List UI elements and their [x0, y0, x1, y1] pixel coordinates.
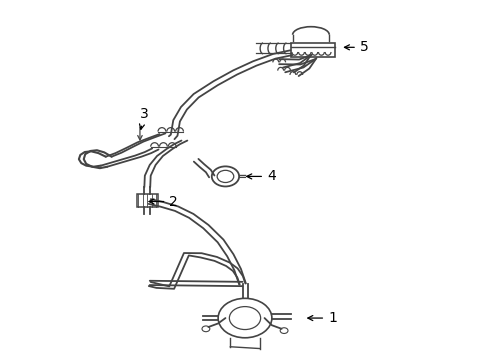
Bar — [137, 194, 158, 207]
Text: 1: 1 — [308, 311, 337, 325]
Text: 2: 2 — [149, 194, 178, 208]
Text: 5: 5 — [344, 40, 368, 54]
Text: 3: 3 — [140, 107, 148, 129]
Bar — [292, 42, 335, 57]
Text: 4: 4 — [247, 170, 276, 183]
